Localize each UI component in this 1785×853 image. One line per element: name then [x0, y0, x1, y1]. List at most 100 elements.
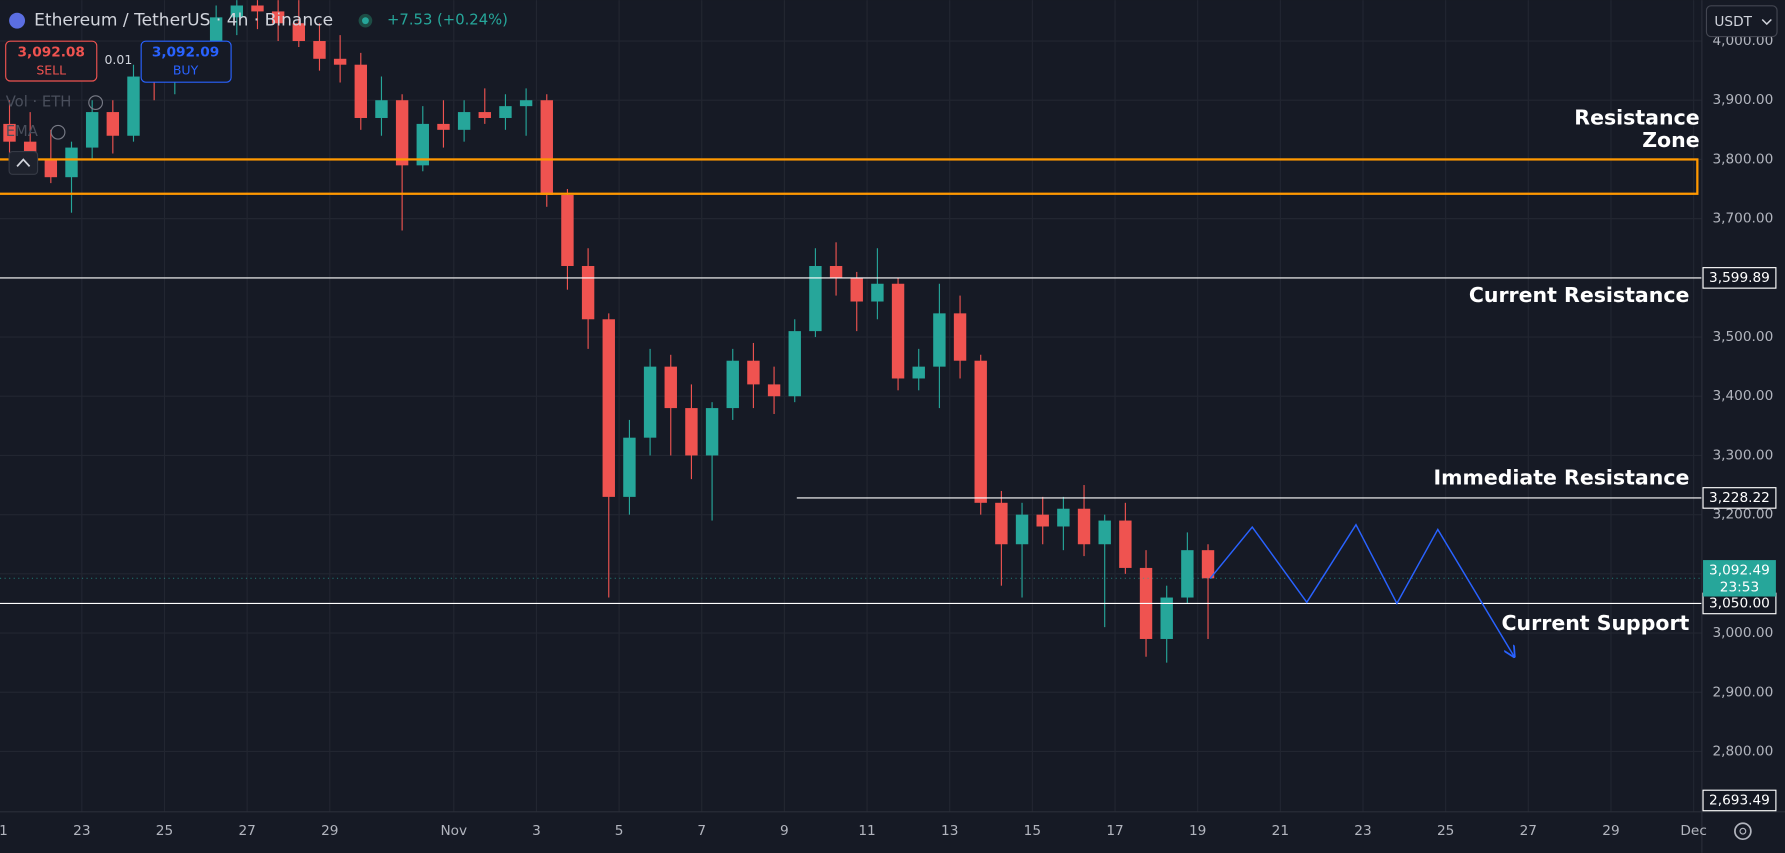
candle-body [106, 112, 120, 136]
candle-body [65, 147, 78, 178]
candle-body [788, 331, 801, 397]
candle-body [395, 100, 409, 166]
candle-body [519, 100, 533, 107]
candle-body [1077, 508, 1091, 545]
candle-body [664, 366, 677, 409]
level-name: Immediate Resistance [1434, 466, 1690, 490]
candle-body [416, 123, 429, 166]
x-tick-label: 17 [1106, 823, 1123, 839]
candle-body [85, 112, 99, 148]
candle-body [685, 408, 698, 456]
zone-label: Zone [1642, 128, 1699, 152]
visibility-icon[interactable] [50, 124, 66, 140]
candle-body [809, 265, 822, 332]
candle-body [705, 408, 719, 456]
level-price-label: 3,228.22 [1709, 490, 1770, 506]
spread: 0.01 [104, 52, 132, 67]
y-tick-label: 3,200.00 [1712, 507, 1773, 523]
x-tick-label: 29 [321, 823, 338, 839]
candle-body [127, 76, 140, 136]
x-tick-label: 11 [858, 823, 875, 839]
axis-low-label: 2,693.49 [1709, 792, 1770, 808]
level-price-box [1702, 267, 1777, 289]
candle-body [891, 283, 905, 379]
candle-body [1036, 514, 1049, 527]
x-tick-label: Dec [1680, 823, 1706, 839]
candle-body [602, 319, 615, 497]
resistance-zone [0, 158, 1699, 195]
x-tick-label: 27 [238, 823, 255, 839]
y-tick-label: 3,300.00 [1712, 447, 1773, 463]
candle-body [1098, 520, 1111, 545]
candle-body [292, 23, 306, 42]
candle-body [767, 384, 781, 397]
candle-body [561, 194, 574, 266]
buy-button[interactable] [140, 40, 232, 83]
candle-body [437, 123, 450, 130]
x-tick-label: 23 [73, 823, 90, 839]
x-tick-label: 19 [1189, 823, 1206, 839]
visibility-icon[interactable] [88, 95, 104, 111]
candle-body [953, 313, 967, 361]
indicator-ema[interactable]: EMA [6, 123, 38, 140]
zone-label: Resistance [1574, 105, 1699, 129]
candle-body [933, 313, 946, 367]
collapse-icon [16, 158, 31, 167]
x-tick-label: 7 [697, 823, 706, 839]
dropdown-caret [1761, 19, 1772, 26]
candle-body [251, 5, 264, 12]
candle-body [1015, 514, 1029, 545]
candle-body [1119, 520, 1132, 568]
y-tick-label: 3,500.00 [1712, 329, 1773, 345]
x-tick-label: 21 [1272, 823, 1289, 839]
candle-body [581, 265, 595, 320]
level-name: Current Support [1502, 611, 1690, 635]
candle-body [912, 366, 925, 379]
buy-label: BUY [173, 62, 199, 77]
sell-button[interactable] [5, 40, 98, 82]
level-price-label: 3,050.00 [1709, 595, 1770, 611]
candle-body [540, 100, 553, 195]
current-price-label: 3,092.49 [1709, 562, 1770, 578]
collapse-button[interactable] [8, 151, 39, 175]
x-tick-label: 29 [1602, 823, 1619, 839]
x-tick-label: Nov [440, 823, 467, 839]
candle-body [1181, 550, 1194, 598]
candle-body [333, 58, 347, 65]
candle-body [499, 106, 512, 118]
x-tick-label: 25 [1437, 823, 1454, 839]
y-tick-label: 3,800.00 [1712, 151, 1773, 167]
x-tick-label: 23 [1354, 823, 1371, 839]
candle-body [230, 5, 244, 18]
x-tick-label: 3 [532, 823, 541, 839]
candle-body [850, 277, 863, 302]
candle-body [995, 502, 1008, 545]
x-tick-label: 27 [1520, 823, 1537, 839]
level-name: Current Resistance [1469, 283, 1690, 307]
projection-path [1209, 523, 1514, 657]
level-price-label: 3,599.89 [1709, 270, 1770, 286]
candle-body [1160, 597, 1173, 639]
symbol-title[interactable]: Ethereum / TetherUS · 4h · Binance [34, 11, 333, 31]
settings-button[interactable] [1734, 822, 1752, 841]
indicator-volume[interactable]: Vol · ETH [6, 94, 72, 111]
settings-icon [1739, 827, 1747, 835]
axis-low-box [1702, 789, 1777, 812]
currency-dropdown[interactable] [1705, 5, 1778, 38]
candle-body [375, 100, 388, 118]
y-tick-label: 2,800.00 [1712, 743, 1773, 759]
y-tick-label: 3,000.00 [1712, 625, 1773, 641]
axes: 2,800.002,900.003,000.003,100.003,200.00… [0, 33, 1777, 839]
level-price-box [1702, 487, 1777, 509]
sell-price: 3,092.08 [18, 45, 85, 61]
x-tick-label: 5 [615, 823, 624, 839]
x-tick-label: 13 [941, 823, 958, 839]
x-tick-label: 15 [1024, 823, 1041, 839]
symbol-icon [9, 12, 26, 29]
y-tick-label: 3,400.00 [1712, 388, 1773, 404]
x-tick-label: 21 [0, 823, 8, 839]
x-tick-label: 9 [780, 823, 789, 839]
